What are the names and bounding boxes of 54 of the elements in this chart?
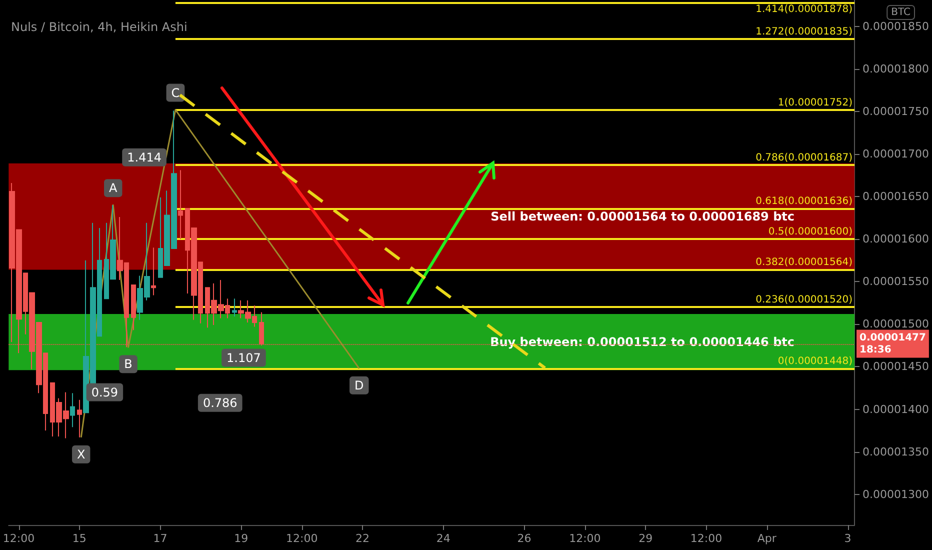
candlestick (131, 284, 136, 331)
ref-line-label: 1.272(0.00001835) (756, 26, 853, 38)
ref-line-label: 0.382(0.00001564) (756, 257, 853, 268)
ref-line-label: 0.5(0.00001600) (768, 226, 853, 238)
ref-line-label: 0.236(0.00001520) (756, 294, 853, 306)
band-label: Buy between: 0.00001512 to 0.00001446 btc (490, 335, 795, 350)
x-tick-label: 22 (356, 532, 370, 545)
x-tick-label: 12:00 (286, 532, 318, 545)
x-tick-label: 17 (153, 532, 168, 545)
annotation: 1.414 (127, 150, 162, 164)
annotation: 0.786 (202, 396, 238, 410)
y-tick-label: 0.00001450 (862, 360, 929, 374)
x-tick-label: 26 (517, 532, 532, 545)
candlestick (151, 247, 156, 296)
candlestick (178, 170, 183, 240)
y-tick-label: 0.00001600 (862, 232, 929, 246)
annotation: 0.59 (91, 385, 118, 400)
y-tick-label: 0.00001400 (862, 402, 929, 416)
ref-line-label: 0.786(0.00001687) (756, 152, 853, 164)
y-tick-label: 0.00001650 (862, 190, 929, 204)
candlestick (232, 298, 237, 318)
y-axis-title: BTC (891, 7, 911, 18)
ref-line-label: 1.414(0.00001878) (756, 4, 853, 16)
y-tick-label: 0.00001750 (862, 104, 929, 118)
ref-line-label: 0.618(0.00001636) (756, 196, 853, 207)
data-label: C (171, 86, 180, 100)
x-tick-label: 15 (72, 532, 86, 545)
x-tick-label: 29 (638, 532, 653, 545)
ref-line-label: 0(0.00001448) (778, 356, 853, 367)
y-tick-label: 0.00001350 (862, 445, 929, 458)
data-label: X (76, 447, 86, 462)
y-tick-label: 0.00001850 (862, 20, 929, 33)
data-label: A (109, 181, 118, 196)
x-tick-label: 19 (234, 532, 248, 545)
band-label: Sell between: 0.00001564 to 0.00001689 btc (490, 210, 795, 224)
y-tick-label: 0.00001550 (862, 275, 929, 288)
y-tick-label: 0.00001800 (862, 62, 929, 76)
x-tick-label: 3 (844, 532, 852, 545)
x-tick-label: 12:00 (569, 532, 601, 545)
y-tick-label: 0.00001300 (862, 488, 929, 501)
x-tick-label: Apr (757, 532, 777, 545)
y-tick-label: 0.00001700 (862, 148, 929, 161)
data-label: B (124, 357, 132, 372)
ref-line-label: 1(0.00001752) (778, 97, 853, 108)
ref-line-label: 0.00001477 18:36 (860, 332, 926, 356)
x-tick-label: 24 (436, 532, 450, 545)
x-tick-label: 12:00 (690, 532, 722, 545)
candlestick (77, 399, 82, 438)
annotation: 1.107 (226, 350, 261, 365)
data-label: D (354, 378, 364, 392)
text: Nuls / Bitcoin, 4h, Heikin Ashi (11, 20, 188, 34)
y-tick-label: 0.00001500 (862, 318, 929, 331)
x-tick-label: 12:00 (2, 532, 35, 545)
candlestick (70, 392, 75, 428)
